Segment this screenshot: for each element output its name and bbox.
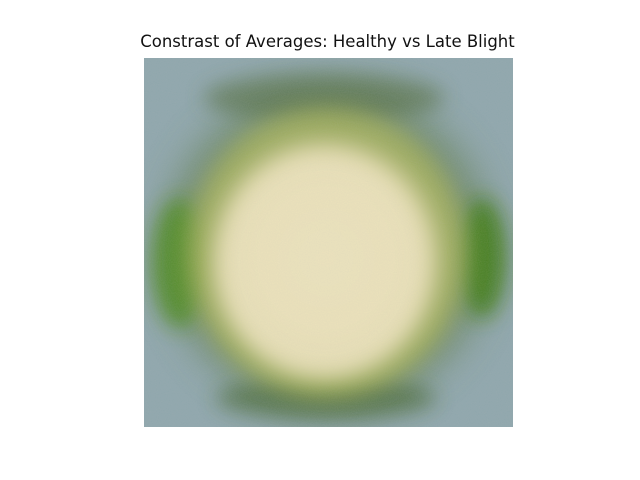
- plot-title: Constrast of Averages: Healthy vs Late B…: [140, 32, 515, 51]
- image-grain: [144, 58, 513, 427]
- contrast-image-svg: [144, 58, 513, 427]
- average-contrast-image: [144, 58, 513, 427]
